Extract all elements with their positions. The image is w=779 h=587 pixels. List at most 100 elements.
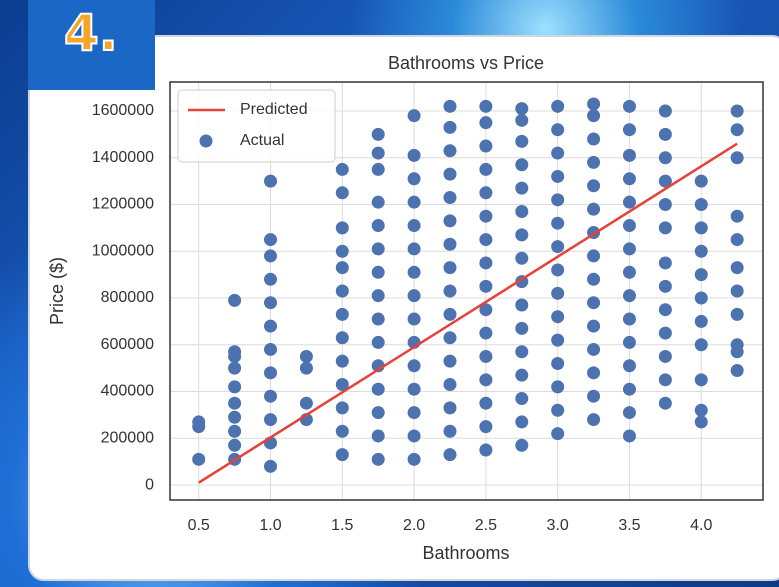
data-point xyxy=(192,415,206,429)
slide-number: 4. xyxy=(63,3,119,63)
data-point xyxy=(407,406,421,420)
data-point xyxy=(264,233,278,247)
data-point xyxy=(443,214,457,228)
y-tick-label: 1000000 xyxy=(92,242,154,259)
y-tick-label: 400000 xyxy=(101,383,154,400)
legend-label: Predicted xyxy=(240,101,308,118)
data-point xyxy=(515,392,529,406)
data-point xyxy=(264,413,278,427)
x-axis-label: Bathrooms xyxy=(422,543,509,563)
data-point xyxy=(587,389,601,403)
data-point xyxy=(622,382,636,396)
data-point xyxy=(264,249,278,263)
data-point xyxy=(335,448,349,462)
data-point xyxy=(371,219,385,233)
data-point xyxy=(264,296,278,310)
data-point xyxy=(407,289,421,303)
data-point xyxy=(551,263,565,277)
data-point xyxy=(479,396,493,410)
data-point xyxy=(299,396,313,410)
data-point xyxy=(551,169,565,183)
data-point xyxy=(587,366,601,380)
data-point xyxy=(479,303,493,317)
data-point xyxy=(587,272,601,286)
data-point xyxy=(515,113,529,127)
data-point xyxy=(335,307,349,321)
data-point xyxy=(622,148,636,162)
data-point xyxy=(443,99,457,113)
data-point xyxy=(443,378,457,392)
data-point xyxy=(515,102,529,116)
data-point xyxy=(587,319,601,333)
y-tick-label: 1200000 xyxy=(92,196,154,213)
data-point xyxy=(335,424,349,438)
data-point xyxy=(407,312,421,326)
data-point xyxy=(730,307,744,321)
data-point xyxy=(371,146,385,160)
data-point xyxy=(443,167,457,181)
data-point xyxy=(658,326,672,340)
data-point xyxy=(622,312,636,326)
data-point xyxy=(658,256,672,270)
data-point xyxy=(730,284,744,298)
data-point xyxy=(622,406,636,420)
data-point xyxy=(443,190,457,204)
data-point xyxy=(228,424,242,438)
data-point xyxy=(515,134,529,148)
data-point xyxy=(587,413,601,427)
data-point xyxy=(228,396,242,410)
data-point xyxy=(479,443,493,457)
data-point xyxy=(371,312,385,326)
data-point xyxy=(730,363,744,377)
data-point xyxy=(407,359,421,373)
data-point xyxy=(443,448,457,462)
data-point xyxy=(443,424,457,438)
data-point xyxy=(515,298,529,312)
data-point xyxy=(730,338,744,352)
data-point xyxy=(228,361,242,375)
data-point xyxy=(551,99,565,113)
data-point xyxy=(192,452,206,466)
data-point xyxy=(515,415,529,429)
data-point xyxy=(587,132,601,146)
data-point xyxy=(551,333,565,347)
data-point xyxy=(407,172,421,186)
data-point xyxy=(658,349,672,363)
x-tick-label: 3.0 xyxy=(547,517,569,534)
data-point xyxy=(335,186,349,200)
regression-line xyxy=(198,142,738,484)
x-tick-label: 1.5 xyxy=(331,517,353,534)
data-point xyxy=(479,162,493,176)
data-point xyxy=(622,289,636,303)
data-point xyxy=(658,373,672,387)
data-point xyxy=(658,303,672,317)
data-point xyxy=(264,319,278,333)
data-point xyxy=(515,205,529,219)
data-point xyxy=(658,127,672,141)
data-point xyxy=(730,104,744,118)
data-point xyxy=(622,359,636,373)
data-point xyxy=(694,174,708,188)
data-point xyxy=(515,181,529,195)
data-point xyxy=(264,342,278,356)
data-point xyxy=(587,97,601,111)
data-point xyxy=(371,127,385,141)
data-point xyxy=(371,265,385,279)
plot-frame xyxy=(169,81,764,501)
data-point xyxy=(371,242,385,256)
data-point xyxy=(622,195,636,209)
data-point xyxy=(587,179,601,193)
data-point xyxy=(658,221,672,235)
data-point xyxy=(371,452,385,466)
data-point xyxy=(658,198,672,212)
x-tick-label: 3.5 xyxy=(618,517,640,534)
y-tick-label: 200000 xyxy=(101,430,154,447)
x-tick-label: 0.5 xyxy=(188,517,210,534)
data-point xyxy=(479,233,493,247)
y-tick-label: 0 xyxy=(145,476,154,493)
data-point xyxy=(335,401,349,415)
data-point xyxy=(479,420,493,434)
legend-marker xyxy=(199,134,213,148)
data-point xyxy=(407,429,421,443)
